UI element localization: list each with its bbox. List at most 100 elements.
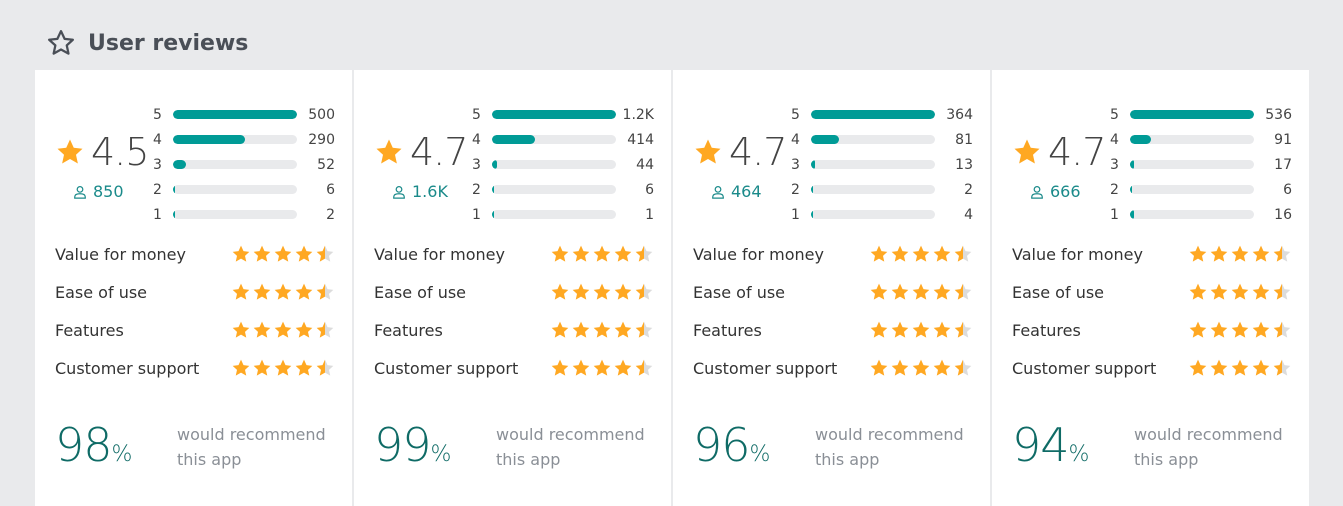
- review-card: 4.7 1.6K 5 1.2K 4 414 3 44 2 6 1 1 Value for money…: [354, 70, 671, 506]
- star-icon: [572, 321, 590, 338]
- star-level: 2: [153, 181, 162, 198]
- star-icon: [912, 245, 930, 262]
- histogram-bar: [492, 185, 616, 194]
- star-icon: [572, 359, 590, 376]
- rating-value: 4.7: [1048, 130, 1106, 174]
- star-icon: [572, 283, 590, 300]
- histogram-row[interactable]: 3 13: [791, 152, 973, 177]
- rating-value: 4.5: [91, 130, 149, 174]
- rating-histogram: 5 500 4 290 3 52 2 6 1 2: [153, 102, 335, 227]
- star-icon: [1189, 321, 1207, 338]
- star-icon: [1210, 359, 1228, 376]
- star-icon: [1231, 359, 1249, 376]
- star-icon: [870, 283, 888, 300]
- recommend-percent: 99%: [374, 418, 451, 472]
- rating-histogram: 5 536 4 91 3 17 2 6 1 16: [1110, 102, 1292, 227]
- star-rating: [1188, 320, 1292, 340]
- histogram-row[interactable]: 4 81: [791, 127, 973, 152]
- star-rating: [550, 320, 654, 340]
- star-icon: [1210, 321, 1228, 338]
- star-icon: [1014, 139, 1040, 164]
- histogram-count: 1: [645, 206, 654, 223]
- review-card: 4.5 850 5 500 4 290 3 52 2 6 1 2 Value for money Ea…: [35, 70, 352, 506]
- star-icon: [933, 283, 951, 300]
- histogram-bar-fill: [1130, 210, 1134, 219]
- star-level: 2: [472, 181, 481, 198]
- reviewer-count[interactable]: 1.6K: [392, 182, 448, 201]
- histogram-count: 500: [308, 106, 335, 123]
- star-icon: [551, 321, 569, 338]
- sub-rating-label: Customer support: [55, 358, 200, 378]
- histogram-count: 1.2K: [622, 106, 654, 123]
- sub-rating-row: Value for money: [55, 235, 335, 273]
- star-rating: [1188, 282, 1292, 302]
- sub-rating-row: Ease of use: [1012, 273, 1292, 311]
- star-rating: [550, 244, 654, 264]
- star-icon: [274, 321, 292, 338]
- histogram-bar: [173, 210, 297, 219]
- reviewer-count[interactable]: 666: [1030, 182, 1081, 201]
- half-star-icon: [1273, 245, 1291, 262]
- star-level: 2: [1110, 181, 1119, 198]
- star-icon: [912, 321, 930, 338]
- star-icon: [933, 359, 951, 376]
- half-star-icon: [954, 245, 972, 262]
- histogram-row[interactable]: 5 1.2K: [472, 102, 654, 127]
- star-icon: [891, 321, 909, 338]
- histogram-row[interactable]: 3 17: [1110, 152, 1292, 177]
- half-star-icon: [1273, 321, 1291, 338]
- histogram-bar: [492, 110, 616, 119]
- star-icon: [891, 283, 909, 300]
- sub-rating-row: Value for money: [693, 235, 973, 273]
- histogram-bar: [1130, 135, 1254, 144]
- reviewer-count[interactable]: 464: [711, 182, 762, 201]
- half-star-icon: [316, 245, 334, 262]
- histogram-row[interactable]: 1 16: [1110, 202, 1292, 227]
- histogram-bar: [811, 160, 935, 169]
- histogram-row[interactable]: 4 290: [153, 127, 335, 152]
- reviewer-count[interactable]: 850: [73, 182, 124, 201]
- histogram-bar: [173, 160, 297, 169]
- histogram-bar: [1130, 160, 1254, 169]
- histogram-bar-fill: [811, 210, 813, 219]
- histogram-row[interactable]: 5 536: [1110, 102, 1292, 127]
- histogram-bar-fill: [1130, 135, 1152, 144]
- histogram-row[interactable]: 5 364: [791, 102, 973, 127]
- histogram-bar: [173, 185, 297, 194]
- histogram-bar-fill: [811, 160, 816, 169]
- sub-rating-row: Value for money: [374, 235, 654, 273]
- overall-rating: 4.7: [693, 130, 787, 174]
- star-icon: [274, 245, 292, 262]
- half-star-icon: [954, 283, 972, 300]
- histogram-row[interactable]: 4 414: [472, 127, 654, 152]
- star-rating: [231, 358, 335, 378]
- star-icon: [295, 245, 313, 262]
- half-star-icon: [1273, 359, 1291, 376]
- star-icon: [593, 283, 611, 300]
- histogram-count: 364: [946, 106, 973, 123]
- histogram-row[interactable]: 3 44: [472, 152, 654, 177]
- histogram-row[interactable]: 4 91: [1110, 127, 1292, 152]
- sub-rating-label: Ease of use: [55, 282, 148, 302]
- star-icon: [912, 359, 930, 376]
- histogram-bar: [1130, 210, 1254, 219]
- histogram-bar-fill: [173, 110, 297, 119]
- half-star-icon: [635, 321, 653, 338]
- histogram-row[interactable]: 5 500: [153, 102, 335, 127]
- sub-rating-row: Features: [55, 311, 335, 349]
- histogram-bar-fill: [173, 135, 245, 144]
- user-icon: [1031, 185, 1043, 199]
- histogram-bar: [811, 185, 935, 194]
- histogram-row[interactable]: 3 52: [153, 152, 335, 177]
- user-icon: [712, 185, 724, 199]
- histogram-count: 2: [326, 206, 335, 223]
- histogram-bar-fill: [492, 210, 494, 219]
- star-icon: [1252, 283, 1270, 300]
